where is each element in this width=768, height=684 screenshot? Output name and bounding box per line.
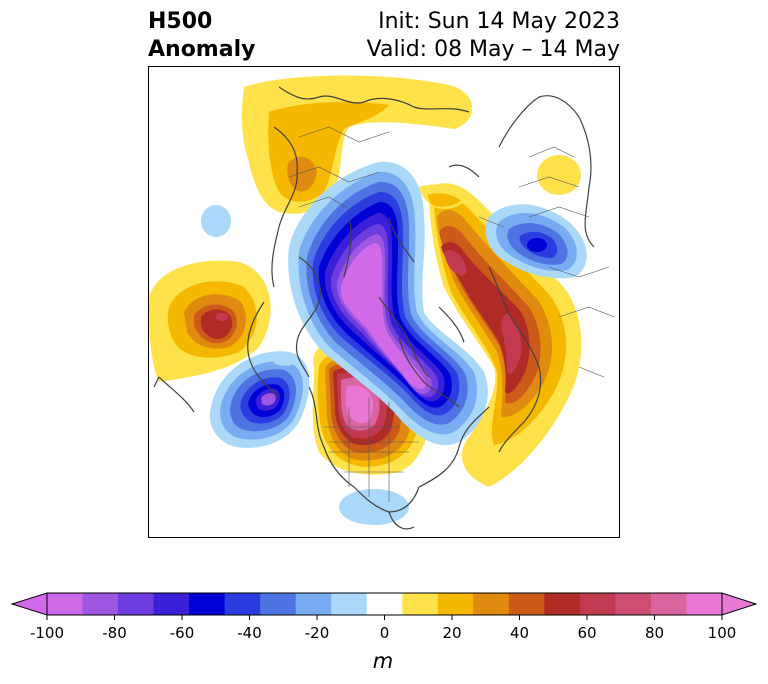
colorbar-segment bbox=[260, 593, 297, 615]
valid-range: Valid: 08 May – 14 May bbox=[366, 37, 620, 62]
colorbar-tick-label: -20 bbox=[305, 624, 330, 642]
colorbar-segment bbox=[686, 593, 723, 615]
colorbar-ticks: -100 -80 -60 -40 -20 0 20 40 60 80 100 bbox=[30, 615, 736, 642]
colorbar-extend-high bbox=[721, 592, 758, 616]
colorbar-segment bbox=[508, 593, 545, 615]
colorbar-segment bbox=[615, 593, 652, 615]
colorbar-segment bbox=[544, 593, 581, 615]
init-date: Init: Sun 14 May 2023 bbox=[378, 9, 620, 34]
colorbar-segment bbox=[331, 593, 368, 615]
colorbar-tick-label: 20 bbox=[442, 624, 461, 642]
colorbar-segment bbox=[118, 593, 155, 615]
colorbar-tick-label: -40 bbox=[237, 624, 262, 642]
title-type: Anomaly bbox=[148, 37, 256, 62]
colorbar-tick-label: 100 bbox=[708, 624, 737, 642]
colorbar-segments bbox=[10, 592, 758, 616]
colorbar-segment bbox=[437, 593, 474, 615]
colorbar-segment bbox=[650, 593, 687, 615]
colorbar-segment bbox=[153, 593, 190, 615]
colorbar-segment bbox=[402, 593, 439, 615]
political-borders bbox=[288, 126, 615, 502]
colorbar-segment bbox=[295, 593, 332, 615]
title-field: H500 bbox=[148, 9, 213, 34]
colorbar-segment bbox=[47, 593, 84, 615]
colorbar-tick-label: 0 bbox=[380, 624, 390, 642]
colorbar-tick-label: 40 bbox=[510, 624, 529, 642]
colorbar-tick-label: 60 bbox=[577, 624, 596, 642]
map-canvas bbox=[149, 75, 615, 530]
colorbar-segment bbox=[579, 593, 616, 615]
colorbar-segment bbox=[82, 593, 119, 615]
colorbar-unit-label: m bbox=[373, 649, 393, 673]
positive-anomaly-siberia-east bbox=[537, 155, 581, 195]
colorbar-tick-label: -60 bbox=[170, 624, 195, 642]
colorbar-tick-label: -100 bbox=[30, 624, 64, 642]
colorbar-segment bbox=[224, 593, 261, 615]
title-left: H500 Anomaly bbox=[148, 8, 255, 64]
colorbar-tick-label: -80 bbox=[102, 624, 127, 642]
colorbar-segment bbox=[366, 593, 403, 615]
colorbar-tick-label: 80 bbox=[645, 624, 664, 642]
colorbar-segment bbox=[473, 593, 510, 615]
anomaly-map bbox=[148, 66, 620, 538]
colorbar-extend-low bbox=[10, 592, 48, 616]
coastlines bbox=[153, 86, 595, 530]
colorbar: -100 -80 -60 -40 -20 0 20 40 60 80 100 m bbox=[10, 592, 758, 673]
title-right: Init: Sun 14 May 2023 Valid: 08 May – 14… bbox=[367, 8, 620, 64]
colorbar-segment bbox=[189, 593, 226, 615]
